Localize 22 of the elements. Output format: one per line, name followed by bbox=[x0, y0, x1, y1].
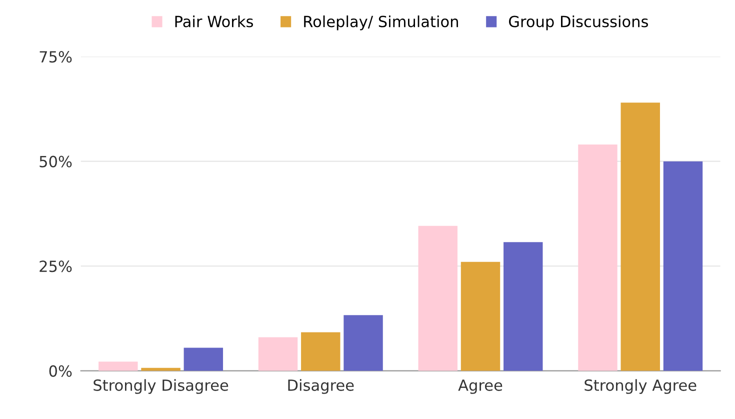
bar bbox=[663, 161, 703, 371]
bar bbox=[620, 102, 660, 371]
x-tick-label: Disagree bbox=[288, 379, 354, 394]
y-tick-label: 75% bbox=[40, 51, 72, 63]
bar bbox=[184, 348, 224, 371]
y-tick-label: 50% bbox=[40, 156, 72, 168]
bar bbox=[301, 332, 340, 371]
y-tick-label: 0% bbox=[49, 365, 72, 377]
x-tick-label: Agree bbox=[458, 380, 502, 394]
bar bbox=[344, 315, 383, 371]
legend-label: Pair Works bbox=[175, 15, 253, 28]
bar bbox=[418, 226, 458, 371]
y-tick-label: 25% bbox=[40, 260, 72, 272]
x-tick-label: Strongly Disagree bbox=[94, 379, 228, 394]
bar bbox=[504, 242, 543, 371]
bar bbox=[98, 362, 138, 371]
bar bbox=[578, 144, 618, 371]
legend-label: Group Discussions bbox=[509, 15, 648, 30]
legend-label: Roleplay/ Simulation bbox=[304, 15, 458, 30]
bar bbox=[258, 337, 298, 371]
x-tick-label: Strongly Agree bbox=[584, 379, 696, 394]
bar bbox=[460, 262, 500, 371]
